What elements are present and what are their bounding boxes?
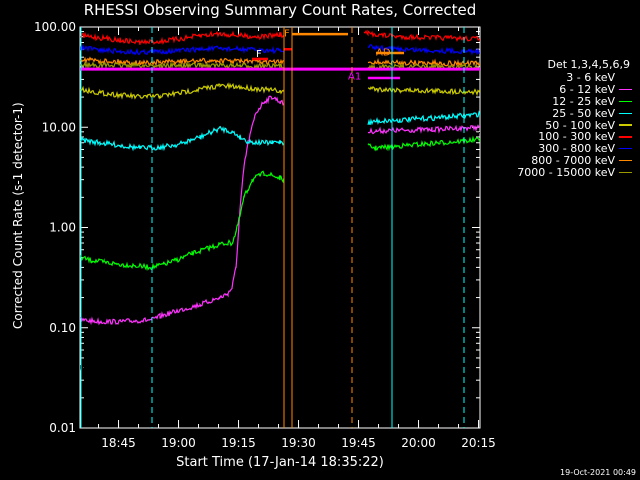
series-line-5	[80, 82, 480, 100]
legend-swatch	[619, 171, 632, 174]
x-tick-label: 20:00	[401, 436, 436, 450]
legend-label: 6 - 12 keV	[559, 83, 615, 97]
legend-entry: 100 - 300 keV	[482, 130, 632, 144]
y-tick-label: 0.01	[49, 421, 76, 435]
annotation-3: A1	[348, 71, 361, 82]
legend-label: 50 - 100 keV	[545, 118, 615, 132]
x-tick-label: 19:30	[281, 436, 316, 450]
legend-swatch	[619, 159, 632, 162]
x-tick-label: 19:00	[161, 436, 196, 450]
annotation-2: F	[284, 29, 290, 40]
legend-label: 7000 - 15000 keV	[517, 165, 615, 179]
y-tick-label: 1.00	[49, 221, 76, 235]
generation-date: 19-Oct-2021 00:49	[560, 468, 636, 477]
legend-entry: 6 - 12 keV	[482, 83, 632, 97]
legend: Det 1,3,4,5,6,9 3 - 6 keV 6 - 12 keV 12 - …	[482, 58, 632, 179]
legend-swatch	[619, 88, 632, 91]
legend-entry: 50 - 100 keV	[482, 118, 632, 132]
series-line-1	[80, 128, 480, 381]
series-line-4	[80, 110, 480, 152]
legend-entry: 25 - 50 keV	[482, 106, 632, 120]
legend-swatch	[619, 77, 632, 79]
x-axis-label: Start Time (17-Jan-14 18:35:22)	[176, 455, 384, 470]
legend-swatch	[619, 147, 632, 150]
legend-entry: 800 - 7000 keV	[482, 153, 632, 167]
series-line-7	[80, 43, 480, 56]
legend-entry: 12 - 25 keV	[482, 95, 632, 108]
series-line-2	[80, 95, 480, 326]
series-line-6	[80, 29, 480, 46]
legend-swatch	[619, 136, 632, 138]
legend-swatch	[619, 100, 632, 103]
annotation-4: AD	[376, 47, 391, 58]
y-tick-label: 10.00	[42, 120, 76, 134]
x-tick-label: 19:45	[341, 436, 376, 450]
y-tick-label: 100.00	[34, 20, 76, 34]
legend-swatch	[619, 112, 632, 115]
legend-swatch	[619, 124, 632, 126]
series-line-3	[80, 135, 480, 271]
legend-label: 12 - 25 keV	[552, 95, 615, 108]
annotation-1: F	[256, 49, 262, 60]
legend-title: Det 1,3,4,5,6,9	[547, 58, 630, 71]
legend-label: 800 - 7000 keV	[531, 153, 615, 167]
x-tick-label: 19:15	[221, 436, 256, 450]
legend-label: 300 - 800 keV	[538, 142, 615, 156]
x-tick-label: 18:45	[101, 436, 136, 450]
legend-label: 100 - 300 keV	[538, 130, 615, 144]
y-axis-label: Corrected Count Rate (s-1 detector-1)	[11, 102, 25, 329]
legend-label: 3 - 6 keV	[566, 71, 615, 85]
plot-frame	[79, 26, 481, 429]
legend-entry: 3 - 6 keV	[482, 71, 632, 85]
legend-label: 25 - 50 keV	[552, 106, 615, 120]
chart-title: RHESSI Observing Summary Count Rates, Co…	[83, 1, 477, 19]
legend-entry: 7000 - 15000 keV	[482, 165, 632, 179]
y-tick-label: 0.10	[49, 321, 76, 335]
legend-entry: 300 - 800 keV	[482, 142, 632, 156]
x-tick-label: 20:15	[461, 436, 496, 450]
